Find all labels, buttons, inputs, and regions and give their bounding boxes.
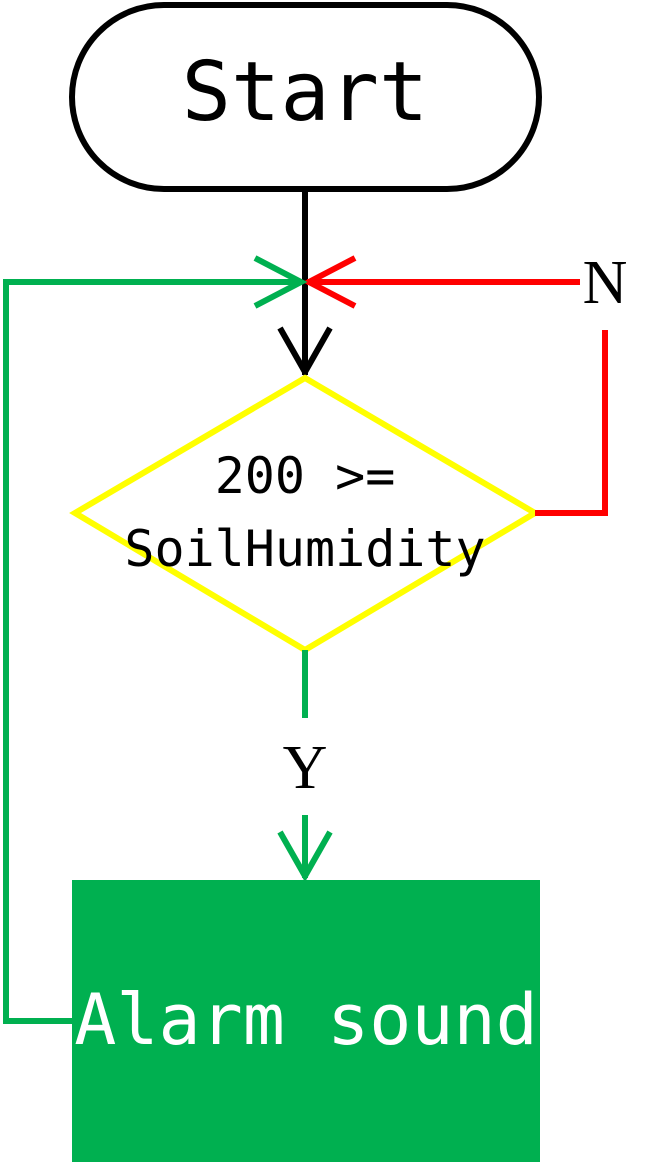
decision-node: 200 >= SoilHumidity [69, 374, 541, 654]
process-label: Alarm sound [74, 979, 538, 1061]
no-branch-connector: N [302, 249, 628, 516]
yes-branch-label: Y [283, 734, 328, 802]
loop-back-arrowhead [253, 255, 308, 309]
no-branch-arrowhead [302, 255, 357, 309]
no-branch-label: N [583, 249, 628, 317]
no-branch-line-lower [535, 330, 608, 516]
yes-branch-connector: Y [277, 650, 333, 883]
decision-line-2: SoilHumidity [124, 520, 485, 578]
decision-shape [69, 374, 541, 654]
decision-line-1: 200 >= [215, 447, 396, 505]
start-node: Start [69, 2, 542, 192]
yes-branch-arrowhead [277, 830, 333, 883]
loop-back-line [3, 279, 300, 1024]
process-node: Alarm sound [72, 880, 540, 1162]
start-label: Start [182, 45, 429, 140]
process-shape [72, 880, 540, 1162]
start-connector-arrowhead [277, 326, 333, 379]
loop-back-connector [3, 255, 308, 1024]
